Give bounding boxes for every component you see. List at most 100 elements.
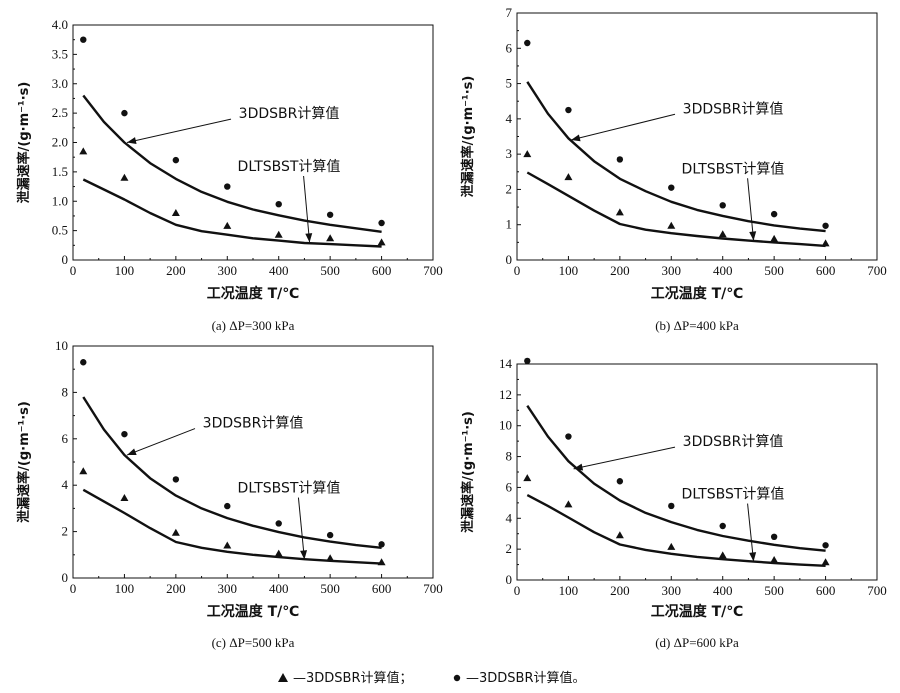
annotation-label: 3DDSBR计算值 [683, 434, 784, 450]
triangle-data-point [718, 551, 727, 559]
x-tick-label: 100 [559, 263, 579, 278]
x-tick-label: 300 [218, 581, 238, 596]
x-tick-label: 500 [764, 263, 784, 278]
3ddsbr-fit-line [526, 81, 826, 233]
circle-data-point [378, 219, 385, 227]
chart-panel-2: 0 100 200 300 400 500 600 700 0 2 4 6 8 10 工况温度 T/℃ 泄漏速… [16, 338, 443, 650]
y-tick-label: 3.0 [52, 76, 68, 91]
triangle-data-point [718, 230, 727, 238]
circle-data-point [565, 106, 572, 114]
y-tick-label: 0 [506, 572, 513, 587]
y-tick-label: 7 [506, 5, 513, 20]
y-axis-label: 泄漏速率/(g·m⁻¹·s) [460, 76, 476, 198]
circle-data-point [326, 211, 334, 218]
y-tick-label: 2.0 [52, 135, 68, 150]
triangle-data-point [564, 173, 573, 181]
circle-data-point [770, 533, 778, 540]
circle-data-point [275, 200, 282, 208]
annotation-label: 3DDSBR计算值 [683, 101, 784, 117]
annotation-arrowhead [300, 550, 308, 560]
x-tick-label: 300 [662, 583, 682, 598]
annotation-arrowhead [573, 463, 584, 471]
y-tick-label: 6 [506, 479, 513, 494]
panel-caption: (b) ΔP=400 kPa [655, 318, 739, 333]
triangle-data-point [223, 221, 232, 229]
x-tick-label: 400 [713, 583, 733, 598]
circle-data-point [121, 109, 128, 117]
y-tick-label: 14 [499, 356, 513, 371]
triangle-data-point [79, 467, 88, 475]
triangle-data-point [615, 208, 624, 216]
annotation-label: DLTSBST计算值 [682, 487, 785, 503]
y-tick-label: 4 [506, 510, 513, 525]
annotation-arrow-line [747, 503, 755, 562]
annotation-arrow-line [303, 175, 311, 243]
x-tick-label: 300 [662, 263, 682, 278]
y-tick-label: 2 [506, 181, 513, 196]
x-tick-label: 500 [320, 263, 340, 278]
y-tick-label: 3 [506, 146, 513, 161]
annotation-label: 3DDSBR计算值 [203, 416, 304, 432]
annotation-arrow-line [747, 178, 755, 241]
triangle-data-point [523, 474, 532, 482]
legend-circle-marker [453, 674, 461, 682]
circle-data-point [822, 222, 829, 229]
triangle-data-point [79, 147, 88, 155]
x-tick-label: 400 [269, 263, 289, 278]
x-tick-label: 600 [372, 263, 392, 278]
triangle-data-point [274, 230, 283, 238]
x-tick-label: 400 [269, 581, 289, 596]
x-tick-label: 100 [559, 583, 579, 598]
circle-data-point [80, 36, 87, 43]
x-tick-label: 600 [816, 583, 836, 598]
y-tick-label: 6 [62, 431, 69, 446]
plot-frame [516, 12, 878, 261]
y-tick-label: 0 [62, 252, 69, 267]
x-axis-label: 工况温度 T/℃ [207, 603, 300, 620]
circle-data-point [275, 520, 282, 527]
legend-triangle-marker [278, 673, 288, 682]
x-axis-label: 工况温度 T/℃ [651, 285, 744, 302]
x-tick-label: 100 [115, 263, 135, 278]
circle-data-point [770, 210, 778, 218]
circle-data-point [822, 542, 829, 549]
y-axis-label: 泄漏速率/(g·m⁻¹·s) [16, 401, 32, 523]
chart-panel-1: 0 100 200 300 400 500 600 700 0 1 2 3 4 5 6 7 工况温度 T/℃ 泄漏… [460, 5, 887, 333]
circle-data-point [719, 202, 726, 209]
x-axis-label: 工况温度 T/℃ [651, 603, 744, 620]
annotation-arrowhead [571, 134, 581, 142]
legend: —3DDSBR计算值； —3DDSBR计算值。 [278, 670, 586, 686]
circle-data-point [524, 357, 531, 365]
x-tick-label: 100 [115, 581, 135, 596]
circle-data-point [524, 39, 531, 47]
circle-data-point [616, 156, 624, 163]
x-tick-label: 0 [70, 263, 77, 278]
y-axis-label: 泄漏速率/(g·m⁻¹·s) [460, 411, 476, 533]
circle-data-point [378, 541, 385, 548]
circle-data-point [224, 502, 231, 510]
annotation-arrowhead [749, 552, 757, 562]
x-tick-label: 200 [610, 263, 630, 278]
y-tick-label: 10 [499, 418, 512, 433]
triangle-data-point [120, 173, 129, 181]
triangle-data-point [564, 500, 573, 508]
y-tick-label: 4 [62, 477, 69, 492]
y-tick-label: 2 [62, 524, 69, 539]
x-tick-label: 0 [514, 583, 521, 598]
plot-frame [516, 363, 878, 581]
dltsbst-fit-line [82, 488, 382, 565]
y-tick-label: 10 [55, 338, 68, 353]
circle-data-point [121, 430, 128, 438]
x-tick-label: 500 [320, 581, 340, 596]
triangle-data-point [171, 528, 180, 536]
triangle-data-point [171, 209, 180, 216]
circle-data-point [80, 359, 87, 366]
y-tick-label: 0 [62, 570, 69, 585]
triangle-data-point [377, 238, 386, 246]
3ddsbr-fit-line [526, 405, 826, 552]
y-tick-label: 4 [506, 111, 513, 126]
annotation-arrow-line [573, 446, 676, 470]
dltsbst-fit-line [82, 178, 382, 248]
x-tick-label: 0 [70, 581, 77, 596]
